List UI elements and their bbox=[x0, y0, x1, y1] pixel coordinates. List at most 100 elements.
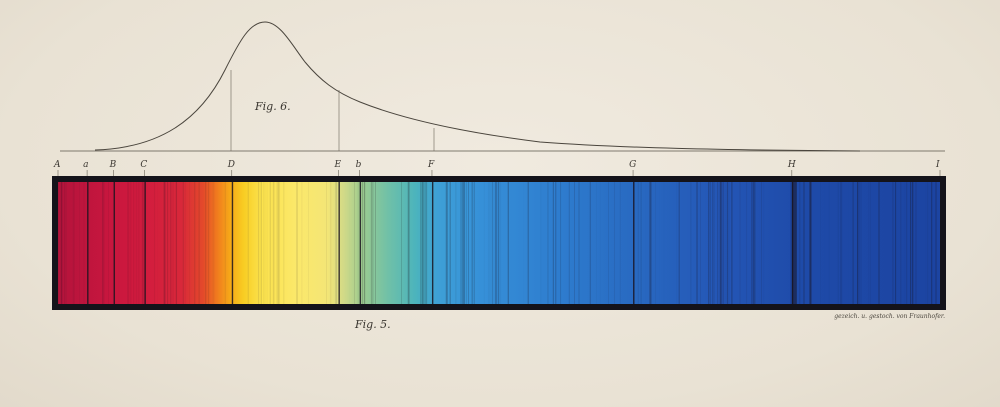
faint-absorption-line bbox=[497, 182, 500, 304]
faint-absorption-line bbox=[421, 182, 423, 304]
faint-absorption-line bbox=[471, 182, 473, 304]
faint-absorption-line bbox=[637, 182, 639, 304]
faint-absorption-line bbox=[130, 182, 131, 304]
faint-absorption-line bbox=[466, 182, 467, 304]
absorption-line-a bbox=[87, 182, 89, 304]
faint-absorption-line bbox=[851, 182, 853, 304]
faint-absorption-line bbox=[157, 182, 158, 304]
faint-absorption-line bbox=[751, 182, 752, 304]
faint-absorption-line bbox=[140, 182, 141, 304]
faint-absorption-line bbox=[650, 182, 652, 304]
faint-absorption-line bbox=[175, 182, 177, 304]
faint-absorption-line bbox=[633, 182, 635, 304]
faint-absorption-line bbox=[141, 182, 143, 304]
faint-absorption-line bbox=[649, 182, 651, 304]
faint-absorption-line bbox=[727, 182, 729, 304]
faint-absorption-line bbox=[301, 182, 303, 304]
faint-absorption-line bbox=[261, 182, 262, 304]
faint-absorption-line bbox=[207, 182, 210, 304]
faint-absorption-line bbox=[828, 182, 830, 304]
faint-absorption-line bbox=[641, 182, 642, 304]
faint-absorption-line bbox=[725, 182, 727, 304]
faint-absorption-line bbox=[640, 182, 642, 304]
faint-absorption-line bbox=[144, 182, 146, 304]
faint-absorption-line bbox=[931, 182, 933, 304]
faint-absorption-line bbox=[269, 182, 271, 304]
faint-absorption-line bbox=[119, 182, 120, 304]
faint-absorption-line bbox=[460, 182, 462, 304]
faint-absorption-line bbox=[858, 182, 860, 304]
faint-absorption-line bbox=[857, 182, 859, 304]
faint-absorption-line bbox=[61, 182, 62, 304]
faint-absorption-line bbox=[600, 182, 601, 304]
faint-absorption-line bbox=[664, 182, 665, 304]
line-label-a: a bbox=[83, 160, 89, 170]
faint-absorption-line bbox=[445, 182, 447, 304]
line-label-b: b bbox=[355, 160, 362, 170]
faint-absorption-line bbox=[170, 182, 172, 304]
faint-absorption-line bbox=[690, 182, 692, 304]
faint-absorption-line bbox=[468, 182, 469, 304]
faint-absorption-line bbox=[278, 182, 279, 304]
faint-absorption-line bbox=[496, 182, 498, 304]
faint-absorption-line bbox=[265, 182, 266, 304]
faint-absorption-line bbox=[102, 182, 104, 304]
faint-absorption-line bbox=[483, 182, 485, 304]
faint-absorption-line bbox=[852, 182, 854, 304]
faint-absorption-line bbox=[473, 182, 475, 304]
faint-absorption-line bbox=[163, 182, 164, 304]
faint-absorption-line bbox=[267, 182, 268, 304]
faint-absorption-line bbox=[931, 182, 933, 304]
faint-absorption-line bbox=[547, 182, 549, 304]
faint-absorption-line bbox=[167, 182, 168, 304]
faint-absorption-line bbox=[214, 182, 215, 304]
faint-absorption-line bbox=[64, 182, 65, 304]
faint-absorption-line bbox=[696, 182, 698, 304]
line-label-e: E bbox=[334, 160, 342, 170]
faint-absorption-line bbox=[495, 182, 497, 304]
faint-absorption-line bbox=[754, 182, 757, 304]
faint-absorption-line bbox=[680, 182, 681, 304]
faint-absorption-line bbox=[697, 182, 698, 304]
faint-absorption-line bbox=[131, 182, 132, 304]
faint-absorption-line bbox=[61, 182, 63, 304]
faint-absorption-line bbox=[326, 182, 327, 304]
faint-absorption-line bbox=[335, 182, 337, 304]
faint-absorption-line bbox=[655, 182, 656, 304]
faint-absorption-line bbox=[700, 182, 701, 304]
faint-absorption-line bbox=[728, 182, 730, 304]
faint-absorption-line bbox=[927, 182, 929, 304]
faint-absorption-line bbox=[423, 182, 425, 304]
faint-absorption-line bbox=[372, 182, 374, 304]
faint-absorption-line bbox=[374, 182, 376, 304]
faint-absorption-line bbox=[857, 182, 859, 304]
faint-absorption-line bbox=[892, 182, 894, 304]
faint-absorption-line bbox=[283, 182, 285, 304]
faint-absorption-line bbox=[490, 182, 492, 304]
faint-absorption-line bbox=[137, 182, 139, 304]
absorption-band-h2 bbox=[809, 182, 812, 304]
faint-absorption-line bbox=[142, 182, 144, 304]
faint-absorption-line bbox=[820, 182, 821, 304]
faint-absorption-line bbox=[837, 182, 839, 304]
faint-absorption-line bbox=[731, 182, 733, 304]
faint-absorption-line bbox=[935, 182, 937, 304]
faint-absorption-line bbox=[353, 182, 355, 304]
faint-absorption-line bbox=[272, 182, 273, 304]
faint-absorption-line bbox=[939, 182, 940, 304]
faint-absorption-line bbox=[507, 182, 509, 304]
faint-absorption-line bbox=[58, 182, 60, 304]
line-label-c: C bbox=[140, 160, 148, 170]
faint-absorption-line bbox=[463, 182, 465, 304]
faint-absorption-line bbox=[493, 182, 495, 304]
faint-absorption-line bbox=[308, 182, 309, 304]
faint-absorption-line bbox=[142, 182, 143, 304]
faint-absorption-line bbox=[259, 182, 261, 304]
faint-absorption-line bbox=[645, 182, 646, 304]
faint-absorption-line bbox=[500, 182, 502, 304]
faint-absorption-line bbox=[421, 182, 423, 304]
faint-absorption-line bbox=[263, 182, 265, 304]
faint-absorption-line bbox=[401, 182, 402, 304]
faint-absorption-line bbox=[731, 182, 733, 304]
engraver-credit: gezeich. u. gestoch. von Fraunhofer. bbox=[834, 313, 945, 320]
